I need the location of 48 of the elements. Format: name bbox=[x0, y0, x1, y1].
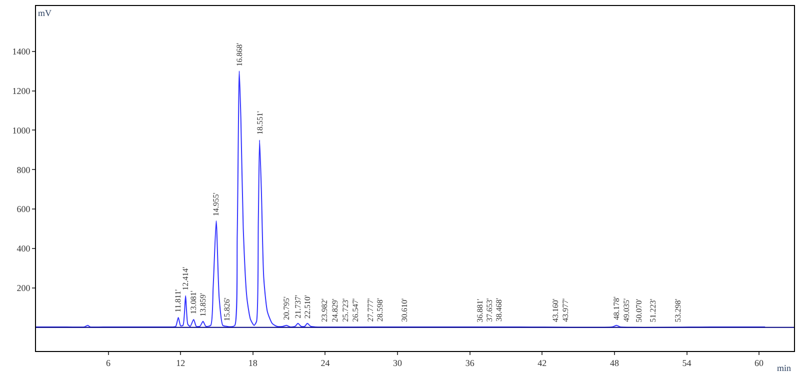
y-tick-label: 1200 bbox=[12, 86, 31, 96]
y-tick-label: 800 bbox=[16, 164, 31, 175]
annotation: 27.777' bbox=[366, 298, 375, 322]
y-tick-label: 600 bbox=[16, 204, 31, 214]
annotation: 48.178' bbox=[612, 296, 622, 320]
annotation: 15.826' bbox=[222, 297, 232, 322]
x-tick-label: 12 bbox=[176, 358, 186, 368]
annotation: 49.035' bbox=[622, 298, 631, 322]
annotation: 16.868' bbox=[235, 42, 244, 66]
annotation: 26.547' bbox=[350, 298, 360, 322]
annotation: 38.468' bbox=[494, 298, 504, 322]
x-tick-label: 18 bbox=[248, 358, 258, 368]
x-tick-label: 42 bbox=[538, 358, 547, 368]
annotation: 28.598' bbox=[376, 298, 385, 322]
annotation: 22.510' bbox=[302, 294, 312, 319]
x-tick-label: 30 bbox=[393, 358, 403, 368]
y-tick-label: 400 bbox=[16, 244, 31, 254]
y-axis-title: mV bbox=[38, 8, 52, 18]
annotation: 51.223' bbox=[648, 298, 658, 322]
annotation: 12.414' bbox=[180, 266, 190, 290]
annotation: 24.829' bbox=[330, 298, 340, 322]
annotation: 37.653' bbox=[484, 298, 494, 322]
x-tick-label: 36 bbox=[465, 358, 475, 368]
x-tick-label: 54 bbox=[682, 358, 692, 368]
x-axis-title: min bbox=[777, 363, 792, 373]
annotation: 13.859' bbox=[198, 292, 208, 316]
y-tick-label: 200 bbox=[16, 283, 31, 294]
annotation: 18.551' bbox=[256, 110, 264, 135]
x-tick-label: 6 bbox=[106, 358, 112, 368]
annotation: 43.977' bbox=[561, 298, 570, 322]
line-series bbox=[36, 70, 766, 328]
annotation: 14.955' bbox=[211, 192, 220, 216]
x-tick-label: 60 bbox=[754, 358, 764, 368]
annotation: 43.160' bbox=[551, 298, 560, 322]
annotation: 11.811' bbox=[173, 288, 182, 312]
annotation: 36.881' bbox=[476, 298, 484, 322]
x-tick-label: 24 bbox=[320, 358, 330, 368]
annotation: 13.081' bbox=[189, 290, 198, 314]
annotation: 21.737' bbox=[294, 294, 303, 318]
x-tick-label: 48 bbox=[610, 358, 620, 368]
annotation: 53.298' bbox=[673, 298, 682, 322]
annotation: 20.795' bbox=[282, 296, 292, 320]
annotation: 25.723' bbox=[341, 298, 350, 322]
y-tick-label: 1400 bbox=[12, 46, 31, 56]
y-tick-label: 1000 bbox=[12, 125, 31, 136]
annotation: 50.070' bbox=[634, 298, 644, 322]
annotation: 23.982' bbox=[320, 298, 330, 322]
annotation: 30.610' bbox=[400, 298, 409, 322]
